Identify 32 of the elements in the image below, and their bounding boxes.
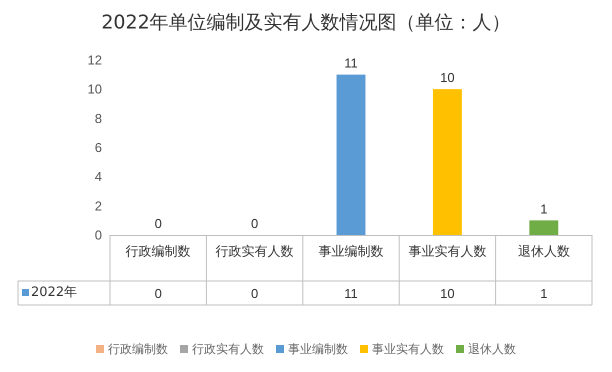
y-tick-label: 4	[94, 169, 102, 184]
data-label: 0	[250, 216, 258, 231]
data-label: 1	[540, 201, 548, 216]
category-label: 事业编制数	[288, 342, 348, 356]
text: 0	[250, 286, 258, 301]
data-label: 10	[440, 70, 455, 86]
legend-label: 2022年	[31, 285, 78, 300]
x-tick-label: 事业编制数	[318, 244, 384, 258]
category-label: 退休人数	[468, 342, 516, 356]
x-tick-label: 行政实有人数	[216, 244, 294, 258]
y-tick-label: 6	[94, 140, 102, 155]
text: 11	[344, 286, 358, 301]
x-tick-label: 退休人数	[518, 244, 570, 258]
y-tick-label: 2	[94, 198, 102, 214]
category-label: 行政编制数	[108, 342, 168, 356]
y-tick-label: 0	[94, 228, 102, 242]
text: 10	[440, 286, 455, 301]
y-tick-label: 12	[88, 52, 102, 68]
data-label: 11	[344, 56, 358, 71]
text: 1	[540, 286, 548, 301]
x-tick-label: 行政编制数	[126, 244, 191, 258]
y-tick-label: 8	[94, 110, 102, 126]
bar	[432, 89, 462, 235]
text: 0	[154, 286, 162, 301]
data-label: 0	[154, 216, 162, 231]
bar	[529, 220, 558, 235]
chart-title: 2022年单位编制及实有人数情况图（单位：人）	[101, 12, 511, 34]
x-tick-label: 事业实有人数	[408, 244, 486, 258]
y-tick-label: 10	[88, 82, 102, 97]
category-label: 事业实有人数	[372, 342, 444, 356]
bar	[336, 74, 366, 235]
category-label: 行政实有人数	[192, 342, 264, 356]
